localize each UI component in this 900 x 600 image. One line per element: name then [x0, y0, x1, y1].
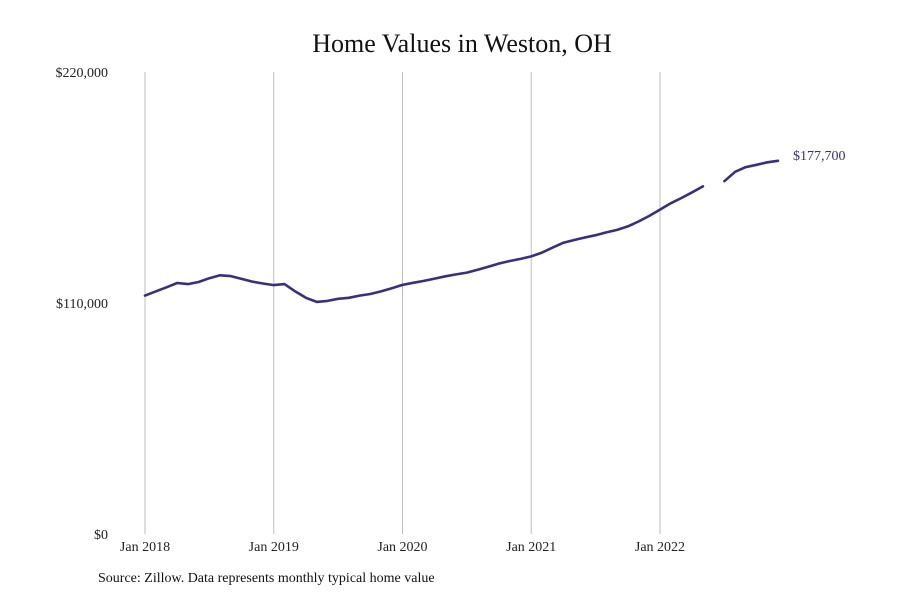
y-axis: $0 $110,000 $220,000	[56, 66, 109, 543]
grid-lines	[144, 72, 661, 534]
source-note: Source: Zillow. Data represents monthly …	[98, 571, 435, 586]
x-tick-label: Jan 2020	[377, 540, 427, 555]
series-line	[143, 185, 705, 304]
y-tick-label: $0	[94, 528, 108, 543]
series-end-label: $177,700	[793, 149, 846, 164]
series-group: $177,700	[143, 149, 846, 304]
y-tick-label: $110,000	[56, 297, 108, 312]
x-tick-label: Jan 2022	[635, 540, 685, 555]
x-tick-label: Jan 2019	[249, 540, 299, 555]
x-axis: Jan 2018 Jan 2019 Jan 2020 Jan 2021 Jan 2022	[120, 540, 685, 555]
series-line	[723, 159, 780, 183]
chart-title: Home Values in Weston, OH	[312, 29, 612, 58]
x-tick-label: Jan 2021	[506, 540, 556, 555]
y-tick-label: $220,000	[56, 66, 109, 81]
x-tick-label: Jan 2018	[120, 540, 170, 555]
